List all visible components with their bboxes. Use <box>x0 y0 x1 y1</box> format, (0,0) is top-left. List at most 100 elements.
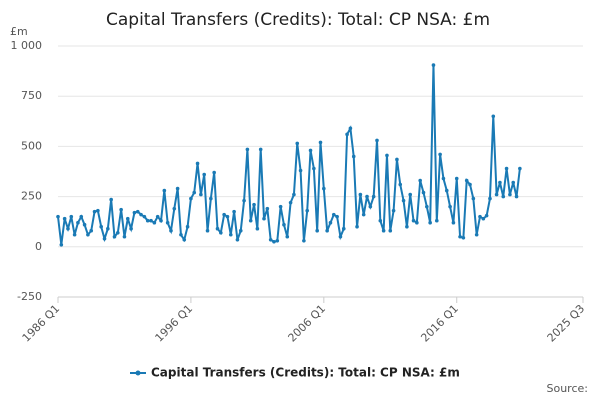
point <box>328 220 333 225</box>
point <box>222 212 226 217</box>
point <box>451 220 456 225</box>
point <box>205 228 210 233</box>
point <box>298 168 303 173</box>
point <box>448 204 452 209</box>
point <box>308 148 313 153</box>
point <box>245 147 250 152</box>
point <box>488 196 492 201</box>
y-tick-label: 250 <box>21 190 42 203</box>
point <box>125 216 130 221</box>
point <box>106 226 110 231</box>
point <box>112 234 117 239</box>
point <box>238 228 243 233</box>
point <box>225 214 230 219</box>
point <box>169 228 173 233</box>
point <box>418 178 422 183</box>
point <box>162 188 167 193</box>
point <box>152 220 157 225</box>
point <box>242 198 246 203</box>
point <box>72 232 77 237</box>
x-tick-label: 1986 Q1 <box>20 302 63 345</box>
point <box>491 114 496 119</box>
point <box>209 196 213 201</box>
y-tick-label: 750 <box>21 89 42 102</box>
point <box>305 208 310 213</box>
point <box>461 235 466 240</box>
point <box>99 224 103 229</box>
point <box>89 228 94 233</box>
point <box>415 220 419 225</box>
source: Source: <box>547 382 589 395</box>
point <box>401 198 406 203</box>
point <box>395 157 399 162</box>
point <box>155 214 160 219</box>
point <box>391 208 396 213</box>
point <box>116 230 120 235</box>
point <box>59 242 64 247</box>
y-tick-label: 1 000 <box>11 39 43 52</box>
point <box>228 232 233 237</box>
point <box>129 226 133 231</box>
point <box>458 234 462 239</box>
x-tick-label: 2006 Q1 <box>286 302 329 345</box>
x-tick-label: 2016 Q1 <box>418 302 461 345</box>
point <box>292 192 296 197</box>
point <box>212 170 216 175</box>
point <box>195 161 200 166</box>
point <box>438 152 442 157</box>
legend-label: Capital Transfers (Credits): Total: CP N… <box>151 366 460 380</box>
point <box>258 147 263 152</box>
point <box>275 238 280 243</box>
point <box>272 239 276 244</box>
point <box>431 63 436 67</box>
point <box>102 236 107 241</box>
point <box>255 226 260 231</box>
point <box>232 209 236 214</box>
point <box>312 166 316 171</box>
point <box>268 237 273 242</box>
point <box>262 216 266 221</box>
point <box>86 232 90 237</box>
point <box>468 182 472 187</box>
y-tick-label: -250 <box>17 290 42 303</box>
chart-title: Capital Transfers (Credits): Total: CP N… <box>106 10 490 30</box>
point <box>278 204 283 209</box>
point <box>92 209 97 214</box>
point <box>69 214 74 219</box>
point <box>508 192 512 197</box>
point <box>388 228 393 233</box>
point <box>474 232 479 237</box>
point <box>142 214 147 219</box>
point <box>338 234 343 239</box>
point <box>348 126 353 131</box>
point <box>288 200 293 205</box>
point <box>408 192 413 197</box>
point <box>189 196 193 201</box>
point <box>368 204 373 209</box>
point <box>285 234 290 239</box>
point <box>315 228 319 233</box>
x-tick-label: 2025 Q3 <box>545 302 588 345</box>
point <box>511 180 516 185</box>
point <box>302 238 306 243</box>
point <box>139 212 143 217</box>
point <box>76 220 80 225</box>
point <box>219 230 223 235</box>
point <box>501 194 506 199</box>
point <box>295 141 300 146</box>
point <box>119 207 123 212</box>
point <box>109 197 113 202</box>
point <box>145 218 150 223</box>
point <box>504 166 509 171</box>
point <box>361 212 366 217</box>
point <box>341 226 346 231</box>
point <box>358 192 363 197</box>
point <box>215 226 220 231</box>
point <box>331 212 336 217</box>
point <box>172 206 177 211</box>
point <box>381 228 386 233</box>
point <box>149 218 153 223</box>
point <box>371 194 376 199</box>
point <box>484 213 489 218</box>
point <box>179 232 183 237</box>
